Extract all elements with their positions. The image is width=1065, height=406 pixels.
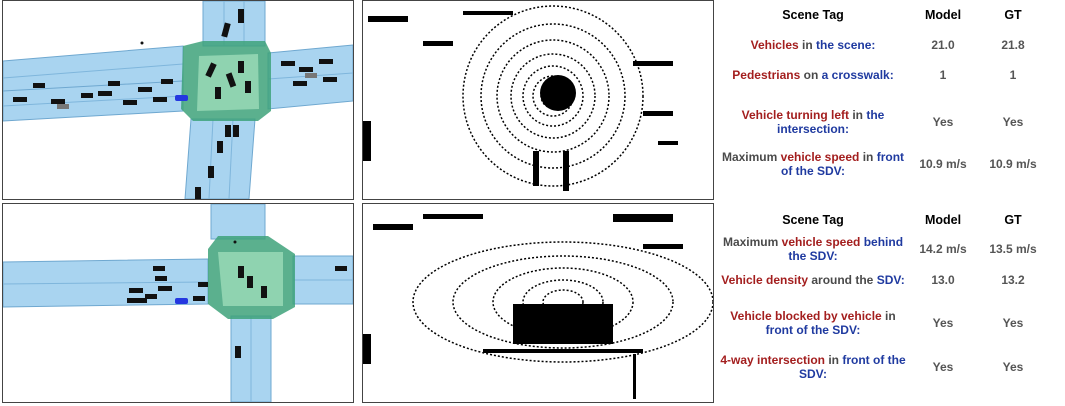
table-row: Vehicles in the scene: 21.0 21.8: [718, 38, 1063, 52]
lidar-top-drawing: [363, 5, 678, 191]
gt-value: Yes: [1002, 360, 1024, 374]
tag-part: behind the SDV:: [788, 235, 904, 263]
tag-part: in: [881, 309, 896, 323]
table-row: Vehicle density around the SDV: 13.0 13.…: [718, 273, 1063, 287]
table-row: Maximum vehicle speed in front of the SD…: [718, 150, 1063, 178]
model-value: 13.0: [931, 273, 955, 287]
gt-value: Yes: [1002, 316, 1024, 330]
gt-value: 13.5 m/s: [989, 242, 1037, 256]
header-gt: GT: [1004, 213, 1022, 227]
table-header: Scene Tag Model GT: [718, 213, 1063, 227]
sdv-vehicle: [175, 95, 188, 101]
tag-part: front of the SDV:: [798, 353, 906, 381]
tag-part: SDV:: [876, 273, 905, 287]
tag-part: in: [849, 108, 867, 122]
header-model: Model: [924, 8, 962, 22]
model-value: Yes: [932, 316, 954, 330]
model-value: 21.0: [931, 38, 955, 52]
tag-part: on: [800, 68, 822, 82]
scene-tag-label: Pedestrians on a crosswalk:: [718, 68, 908, 82]
header-gt: GT: [1004, 8, 1022, 22]
scene-tag-label: Vehicle turning left in the intersection…: [718, 108, 908, 136]
tag-part: the scene:: [816, 38, 876, 52]
gt-value: Yes: [1002, 115, 1024, 129]
table-header: Scene Tag Model GT: [718, 8, 1063, 22]
tag-part: Maximum: [721, 150, 781, 164]
table-row: Vehicle blocked by vehicle in front of t…: [718, 309, 1063, 337]
tag-part: the intersection:: [776, 108, 885, 136]
scene-tag-label: Maximum vehicle speed in front of the SD…: [718, 150, 908, 178]
tag-part: Vehicle density: [721, 273, 809, 287]
scene-tag-label: 4-way intersection in front of the SDV:: [718, 353, 908, 381]
lidar-panel-top: [362, 0, 714, 200]
lidar-panel-bottom: [362, 203, 714, 403]
lidar-bottom-drawing: [363, 214, 713, 399]
gt-value: 13.2: [1001, 273, 1025, 287]
tag-part: Vehicles: [750, 38, 799, 52]
model-value: Yes: [932, 360, 954, 374]
map-bottom-drawing: [3, 204, 353, 402]
tag-part: vehicle speed: [780, 150, 860, 164]
table-row: Vehicle turning left in the intersection…: [718, 108, 1063, 136]
tag-part: Maximum: [722, 235, 782, 249]
map-panel-bottom: [2, 203, 354, 403]
sdv-vehicle-bottom: [175, 298, 188, 304]
tag-part: front of the SDV:: [765, 323, 861, 337]
header-scene-tag: Scene Tag: [782, 213, 844, 227]
table-row: Maximum vehicle speed behind the SDV: 14…: [718, 235, 1063, 263]
scene-tag-label: Vehicles in the scene:: [718, 38, 908, 52]
model-value: Yes: [932, 115, 954, 129]
gt-value: 1: [1009, 68, 1017, 82]
tag-part: 4-way intersection: [720, 353, 826, 367]
tag-part: vehicle speed: [781, 235, 861, 249]
map-top-drawing: [3, 1, 353, 199]
header-model: Model: [924, 213, 962, 227]
scene-tag-label: Vehicle density around the SDV:: [718, 273, 908, 287]
tag-part: in: [798, 38, 817, 52]
model-value: 14.2 m/s: [919, 242, 967, 256]
scene-tag-label: Maximum vehicle speed behind the SDV:: [718, 235, 908, 263]
tag-part: around the: [808, 273, 877, 287]
tag-part: Pedestrians: [732, 68, 801, 82]
tag-part: front of the SDV:: [780, 150, 905, 178]
header-scene-tag: Scene Tag: [782, 8, 844, 22]
map-panel-top: [2, 0, 354, 200]
model-value: 1: [939, 68, 947, 82]
gt-value: 21.8: [1001, 38, 1025, 52]
tag-part: in: [859, 150, 877, 164]
tag-part: Vehicle blocked by vehicle: [730, 309, 882, 323]
table-row: 4-way intersection in front of the SDV: …: [718, 353, 1063, 381]
scene-tag-label: Vehicle blocked by vehicle in front of t…: [718, 309, 908, 337]
tag-part: in: [825, 353, 843, 367]
scene-tag-table-top: Scene Tag Model GT Vehicles in the scene…: [718, 0, 1063, 200]
model-value: 10.9 m/s: [919, 157, 967, 171]
tag-part: a crosswalk:: [821, 68, 894, 82]
table-row: Pedestrians on a crosswalk: 1 1: [718, 68, 1063, 82]
scene-tag-table-bottom: Scene Tag Model GT Maximum vehicle speed…: [718, 203, 1063, 403]
tag-part: Vehicle turning left: [741, 108, 849, 122]
gt-value: 10.9 m/s: [989, 157, 1037, 171]
